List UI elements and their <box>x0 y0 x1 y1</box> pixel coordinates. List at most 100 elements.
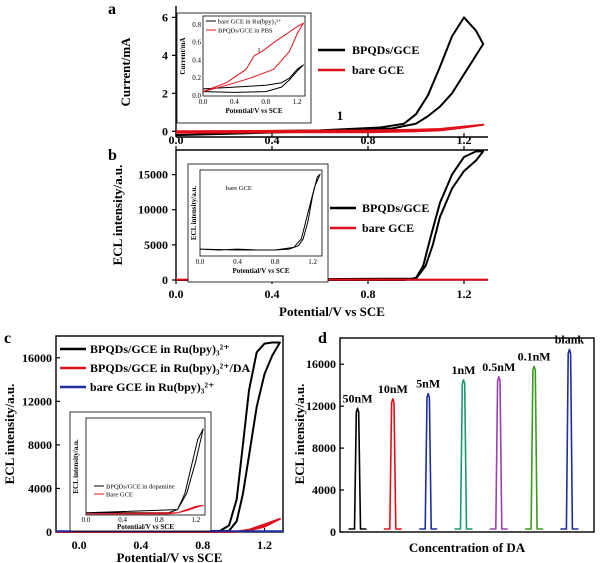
a-inset-xtick-label: 1.2 <box>293 98 302 106</box>
d-peak <box>383 397 402 530</box>
d-peak-label: 5nM <box>416 377 440 391</box>
a-inset-axes-frame <box>202 15 306 97</box>
c-inset-ylabel: ECL intensity/a.u. <box>72 439 80 494</box>
b-ytick-label: 10000 <box>138 203 168 217</box>
b-xtick-label: 0.8 <box>361 287 376 301</box>
c-ylabel: ECL intensity/a.u. <box>2 384 17 485</box>
d-axes-frame <box>339 337 595 533</box>
d-ytick-label: 0 <box>330 525 336 539</box>
chart-c: 0 4000 8000 12000 16000 0.0 0.4 0.8 1.2 Potential… <box>2 335 284 563</box>
a-series-line-1 <box>175 123 485 134</box>
a-inset-box <box>176 12 312 124</box>
a-series-line-0 <box>175 16 485 137</box>
d-peak-label: 1nM <box>451 363 475 377</box>
d-peak-label: 0.5nM <box>482 360 515 374</box>
d-ytick-label: 8000 <box>312 441 336 455</box>
a-ylabel: Current/mA <box>118 37 133 107</box>
a-xtick-label: 0.8 <box>361 133 376 147</box>
c-xtick-label: 1.2 <box>257 538 272 552</box>
c-legend-label: bare GCE in Ru(bpy)₃²⁺ <box>90 380 214 394</box>
d-peak <box>525 365 544 530</box>
b-inset-xtick-label: 0.0 <box>196 258 205 266</box>
a-ytick-label: 2 <box>162 86 168 100</box>
a-inset-xlabel: Potential/V vs SCE <box>225 107 282 115</box>
a-inset-ytick-label: 0.4 <box>192 56 201 64</box>
b-legend-label: bare GCE <box>362 221 414 235</box>
c-inset-xtick-label: 0.8 <box>155 516 164 524</box>
chart-a: 0 2 4 6 Current/mA 1 BPQDs/GCE bare GCE 0.0 0.2 0.… <box>118 6 488 138</box>
a-inset-series-line-1 <box>202 22 304 93</box>
a-ytick-label: 6 <box>162 10 168 24</box>
b-ytick-label: 0 <box>162 273 168 287</box>
b-inset-title: bare GCE <box>226 185 252 192</box>
d-peak <box>348 407 367 530</box>
a-inset-annotation: 1 <box>257 47 260 54</box>
d-peak <box>489 375 508 530</box>
c-inset-xlabel: Potential/V vs SCE <box>117 523 174 531</box>
panel-label-d: d <box>318 330 327 347</box>
a-ytick-label: 4 <box>162 48 168 62</box>
b-series-line-0 <box>175 150 485 281</box>
a-inset-ytick-label: 0.8 <box>192 21 201 29</box>
c-ytick-label: 12000 <box>22 394 52 408</box>
d-peak <box>419 392 438 530</box>
b-inset-xtick-label: 0.4 <box>233 258 242 266</box>
d-xlabel: Concentration of DA <box>409 540 526 555</box>
c-ytick-label: 0 <box>46 525 52 539</box>
c-ytick-label: 16000 <box>22 351 52 365</box>
c-inset-xtick-label: 1.2 <box>191 516 200 524</box>
a-inset-ylabel: Current/mA <box>179 37 187 74</box>
c-inset-series-line-0 <box>85 428 204 514</box>
c-inset-axes-frame <box>85 417 206 516</box>
b-inset-xtick-label: 0.8 <box>271 258 280 266</box>
a-xtick-label: 0.4 <box>265 133 280 147</box>
a-inset-ytick-label: 0.2 <box>192 74 201 82</box>
d-ytick-label: 12000 <box>306 399 336 413</box>
b-ytick-label: 15000 <box>138 168 168 182</box>
d-peak-label: 0.1nM <box>518 349 551 363</box>
panel-label-b: b <box>108 147 117 164</box>
a-ytick-label: 0 <box>162 124 168 138</box>
b-inset-xlabel: Potential/V vs SCE <box>232 267 289 275</box>
b-xlabel: Potential/V vs SCE <box>279 304 385 319</box>
chart-d: 0 4000 8000 12000 16000 Concentration of DA EC… <box>292 333 595 555</box>
b-inset-ylabel: ECL intensity/a.u. <box>190 186 198 241</box>
a-inset-series-line-0 <box>202 64 304 93</box>
c-inset-legend-label: BPQDs/GCE in dopamine <box>106 484 175 491</box>
a-inset-xtick-label: 0.8 <box>261 98 270 106</box>
c-series-line-0 <box>55 341 281 533</box>
b-xtick-label: 0.0 <box>169 287 184 301</box>
c-xtick-label: 0.0 <box>72 538 87 552</box>
b-legend-label: BPQDs/GCE <box>362 201 429 215</box>
c-inset-series-line-1 <box>85 504 204 515</box>
a-inset-legend-label: bare GCE in Ru(bpy)₃²⁺ <box>218 19 281 26</box>
d-peak-label: blank <box>555 333 585 347</box>
c-legend-label: BPQDs/GCE in Ru(bpy)₃²⁺/DA <box>90 361 251 375</box>
b-ytick-label: 5000 <box>144 238 168 252</box>
b-inset-box <box>187 163 329 283</box>
a-annotation: 1 <box>337 108 344 123</box>
c-xlabel: Potential/V vs SCE <box>117 550 223 563</box>
c-inset-xtick-label: 0.0 <box>82 516 91 524</box>
d-peak <box>560 348 579 530</box>
panel-label-a: a <box>108 1 116 18</box>
d-ytick-label: 16000 <box>306 357 336 371</box>
b-xtick-label: 1.2 <box>457 287 472 301</box>
d-peak <box>454 379 473 530</box>
b-inset-axes-frame <box>199 169 323 257</box>
panel-label-c: c <box>4 330 11 347</box>
d-ytick-label: 4000 <box>312 483 336 497</box>
a-inset-legend-label: BPQDs/GCE in PBS <box>218 28 273 35</box>
a-xtick-label: 1.2 <box>457 133 472 147</box>
a-xtick-label: 0.0 <box>169 133 184 147</box>
c-ytick-label: 8000 <box>28 438 52 452</box>
b-ylabel: ECL intensity/a.u. <box>110 165 125 266</box>
b-inset-series-line-0 <box>199 173 321 251</box>
a-legend-label: bare GCE <box>352 63 404 77</box>
c-xtick-label: 0.8 <box>195 538 210 552</box>
c-inset-xtick-label: 0.4 <box>118 516 127 524</box>
c-ytick-label: 4000 <box>28 481 52 495</box>
c-inset-legend-label: Bare GCE <box>106 492 133 499</box>
a-inset-ytick-label: 0.6 <box>192 39 201 47</box>
